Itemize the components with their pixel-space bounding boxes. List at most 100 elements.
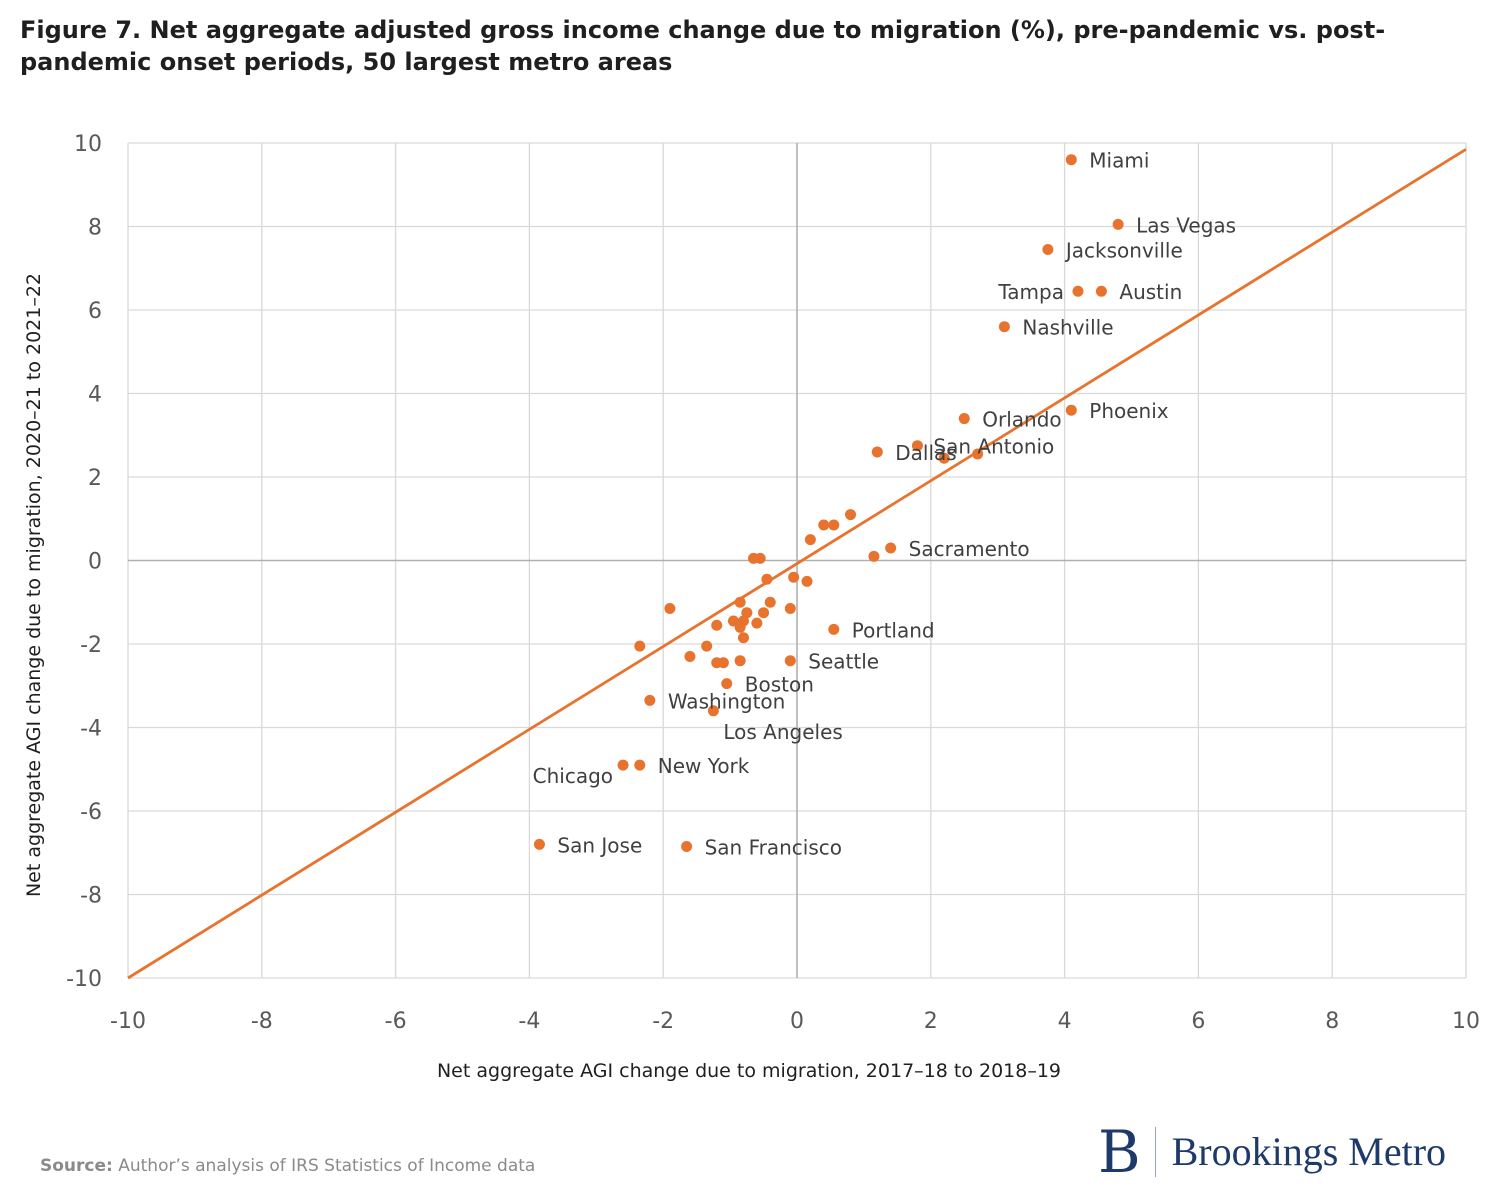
data-point [868,550,880,562]
point-label-chicago: Chicago [533,764,613,788]
logo-divider [1154,1127,1156,1177]
source-label: Source: [40,1156,113,1176]
x-tick-label: 8 [1325,1009,1339,1034]
y-tick-label: 8 [88,216,102,241]
point-label-phoenix: Phoenix [1089,399,1169,423]
zero-axes [128,143,1466,978]
y-tick-label: -6 [80,800,102,825]
data-point [764,596,776,608]
x-tick-label: 4 [1058,1009,1072,1034]
y-tick-label: -10 [66,967,102,992]
data-point-new-york [634,759,646,771]
point-label-new-york: New York [658,754,750,778]
data-point [804,534,816,546]
point-label-portland: Portland [852,618,935,642]
source-note: Source: Author’s analysis of IRS Statist… [40,1156,535,1176]
data-point [717,657,729,669]
y-tick-label: -8 [80,884,102,909]
point-label-las-vegas: Las Vegas [1136,213,1236,237]
point-label-austin: Austin [1119,280,1182,304]
x-tick-label: 10 [1452,1009,1480,1034]
data-point-portland [828,623,840,635]
point-label-dallas: Dallas [895,441,956,465]
x-tick-label: 6 [1191,1009,1205,1034]
data-point [751,617,763,629]
reference-line [127,148,1467,980]
data-point-san-jose [533,838,545,850]
data-point-austin [1095,285,1107,297]
reference-line-group [127,148,1467,980]
point-label-san-francisco: San Francisco [705,835,842,859]
data-point-sacramento [885,542,897,554]
data-point-washington [644,694,656,706]
data-point-miami [1065,154,1077,166]
y-tick-label: 10 [74,132,102,157]
data-point-las-vegas [1112,218,1124,230]
x-tick-label: 2 [924,1009,938,1034]
data-point [664,603,676,615]
data-point [634,640,646,652]
data-point [758,607,770,619]
data-point [788,571,800,583]
point-label-seattle: Seattle [808,650,879,674]
data-point-seattle [784,655,796,667]
point-label-los-angeles: Los Angeles [723,720,842,744]
data-point-san-antonio [911,440,923,452]
point-label-sacramento: Sacramento [909,537,1030,561]
data-point-nashville [998,321,1010,333]
data-point [818,519,830,531]
point-label-san-jose: San Jose [557,833,642,857]
data-point [801,575,813,587]
data-point-chicago [617,759,629,771]
x-tick-label: -8 [251,1009,273,1034]
x-tick-label: -6 [385,1009,407,1034]
source-text: Author’s analysis of IRS Statistics of I… [118,1156,536,1176]
point-label-jacksonville: Jacksonville [1064,238,1183,262]
y-axis-label: Net aggregate AGI change due to migratio… [23,273,45,897]
data-point [737,632,749,644]
y-tick-label: 0 [88,550,102,575]
x-axis-label: Net aggregate AGI change due to migratio… [437,1060,1061,1082]
x-tick-label: -4 [518,1009,540,1034]
data-point [684,651,696,663]
y-tick-label: -4 [80,717,102,742]
data-point-boston [721,678,733,690]
data-point [761,573,773,585]
data-point [741,607,753,619]
x-tick-label: 0 [790,1009,804,1034]
data-point [734,596,746,608]
point-label-washington: Washington [668,689,786,713]
point-label-miami: Miami [1089,149,1149,173]
point-label-nashville: Nashville [1022,316,1113,340]
y-tick-labels: -10 -8 -6 -4 -2 0 2 4 6 8 10 [66,132,102,992]
logo-mark: B [1098,1118,1141,1186]
data-points [533,154,1124,852]
logo-text: Brookings Metro [1171,1129,1447,1174]
y-tick-label: 2 [88,466,102,491]
data-point-tampa [1072,285,1084,297]
data-point-san-francisco [681,840,693,852]
data-point [701,640,713,652]
data-point-jacksonville [1042,243,1054,255]
x-tick-label: -10 [110,1009,146,1034]
point-label-tampa: Tampa [997,280,1064,304]
x-tick-label: -2 [652,1009,674,1034]
data-point [938,452,950,464]
point-label-san-antonio: San Antonio [933,435,1054,459]
data-point [845,509,857,521]
chart-title: Figure 7. Net aggregate adjusted gross i… [20,16,1386,76]
data-point [711,619,723,631]
x-tick-labels: -10 -8 -6 -4 -2 0 2 4 6 8 10 [110,1009,1480,1034]
data-point-phoenix [1065,404,1077,416]
data-point [784,603,796,615]
point-label-orlando: Orlando [982,408,1061,432]
y-tick-label: 6 [88,299,102,324]
point-label-boston: Boston [745,673,814,697]
data-point [828,519,840,531]
data-point-los-angeles [707,705,719,717]
brookings-metro-logo: B Brookings Metro [1098,1120,1446,1184]
y-tick-label: 4 [88,383,102,408]
data-point-orlando [958,413,970,425]
